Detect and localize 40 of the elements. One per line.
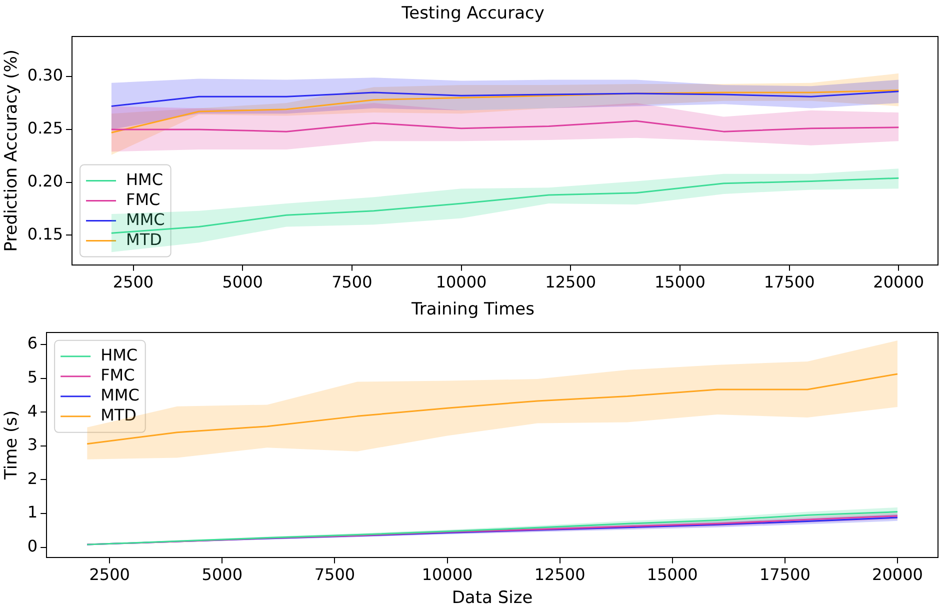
x-tick-label: 5000 [202,565,243,584]
legend-label: MMC [100,386,140,405]
x-tick-label: 5000 [222,272,263,292]
legend-label: MTD [100,406,136,425]
legend-label: MTD [126,230,162,249]
x-tick-label: 20000 [873,272,924,292]
y-tick-label: 0.15 [27,224,64,244]
legend-label: MMC [126,210,165,229]
legend-label: FMC [126,190,160,209]
legend-label: HMC [100,346,138,365]
y-tick-label: 0 [27,536,38,556]
legend-label: FMC [100,366,135,385]
x-tick-label: 15000 [646,565,698,584]
x-tick-label: 7500 [314,565,356,584]
legend-label: HMC [126,170,164,189]
x-tick-label: 10000 [436,272,487,292]
y-tick-label: 0.25 [27,118,64,138]
x-tick-label: 17500 [759,565,810,584]
y-tick-label: 5 [27,368,38,386]
x-tick-label: 7500 [332,272,372,292]
x-tick-label: 12500 [534,565,586,584]
y-tick-label: 6 [27,334,38,353]
y-tick-label: 0.20 [27,171,64,190]
y-axis-title: Prediction Accuracy (%) [2,49,22,252]
y-tick-label: 4 [27,401,38,420]
chart-title: Training Times [410,300,535,320]
x-tick-label: 20000 [872,565,923,584]
y-tick-label: 1 [27,502,38,522]
x-tick-label: 15000 [654,272,706,292]
y-tick-label: 0.30 [27,66,64,85]
x-tick-label: 2500 [112,272,154,292]
chart-title: Testing Accuracy [400,4,544,24]
x-tick-label: 12500 [545,272,596,292]
y-tick-label: 2 [27,468,38,488]
y-tick-label: 3 [27,435,38,454]
x-tick-label: 2500 [89,565,130,584]
x-tick-label: 17500 [764,272,815,292]
y-axis-title: Time (s) [2,410,22,480]
x-axis-title: Data Size [452,588,533,608]
x-tick-label: 10000 [422,565,473,584]
